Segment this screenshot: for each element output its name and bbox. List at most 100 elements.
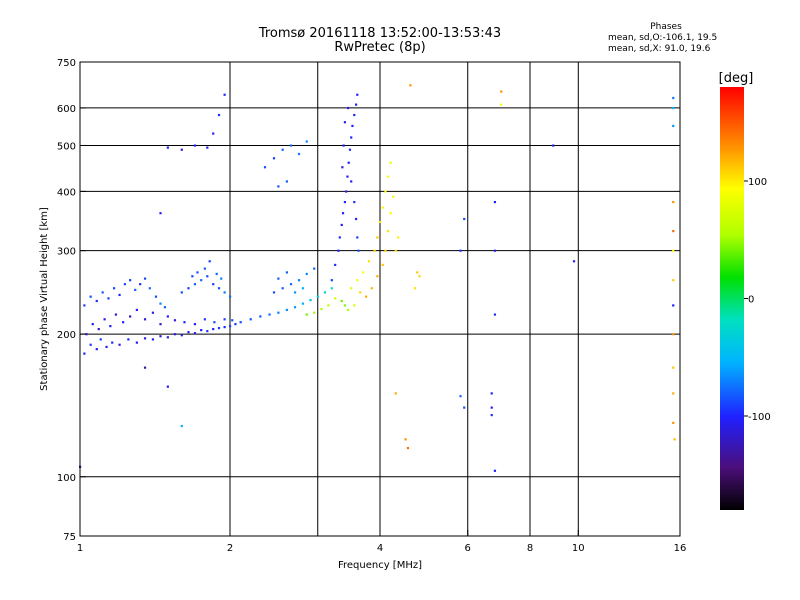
data-point (392, 195, 395, 198)
phase-stats-heading: Phases (650, 22, 682, 32)
data-point (379, 220, 382, 224)
data-point (357, 249, 360, 252)
data-point (350, 136, 353, 139)
data-point (350, 287, 353, 290)
data-point (85, 333, 88, 336)
data-point (109, 325, 112, 328)
data-point (223, 326, 226, 329)
data-point (229, 325, 232, 328)
data-point (122, 321, 125, 324)
data-point (348, 148, 352, 151)
data-point (159, 212, 162, 215)
data-point (459, 395, 462, 398)
data-point (293, 291, 297, 294)
data-point (389, 212, 392, 215)
data-point (220, 277, 223, 280)
data-point (500, 90, 503, 93)
data-point (289, 144, 293, 147)
data-point (386, 175, 390, 178)
data-point (389, 161, 392, 164)
x-tick-label: 16 (674, 543, 687, 554)
data-point (301, 302, 305, 305)
data-point (334, 263, 337, 267)
data-point (101, 291, 104, 294)
data-point (297, 152, 301, 156)
data-point (206, 275, 209, 278)
data-point (200, 329, 203, 332)
data-point (356, 93, 359, 96)
data-point (193, 332, 197, 335)
data-point (151, 338, 155, 341)
data-point (166, 385, 169, 388)
data-point (343, 304, 347, 307)
x-tick-label: 10 (572, 543, 585, 554)
data-point (191, 275, 194, 278)
data-point (342, 144, 345, 147)
data-point (305, 140, 308, 143)
data-point (285, 180, 288, 183)
data-point (343, 121, 347, 124)
data-point (305, 272, 308, 276)
colorbar-tick-label: 100 (748, 177, 767, 188)
data-point (285, 308, 288, 312)
data-point (272, 157, 276, 160)
data-point (277, 311, 280, 314)
data-point (200, 279, 203, 282)
data-point (154, 295, 158, 298)
data-point (223, 318, 226, 321)
data-point (159, 302, 162, 305)
data-point (293, 306, 297, 309)
data-point (107, 297, 110, 300)
data-point (166, 146, 169, 149)
data-point (316, 295, 319, 298)
data-point (309, 299, 312, 302)
data-point (281, 287, 284, 290)
y-tick-label: 600 (57, 104, 76, 115)
data-point (463, 217, 466, 221)
data-point (672, 200, 675, 204)
data-point (418, 275, 421, 278)
data-point (203, 318, 206, 321)
data-point (384, 249, 387, 252)
data-point (406, 447, 410, 450)
data-point (313, 311, 316, 314)
data-point (193, 144, 197, 147)
data-points (79, 84, 676, 472)
data-point (672, 392, 675, 395)
data-point (99, 338, 102, 341)
data-point (159, 335, 162, 338)
data-point (277, 277, 280, 280)
data-point (143, 337, 147, 340)
data-point (354, 217, 358, 221)
data-point (347, 161, 350, 164)
data-point (231, 319, 234, 322)
data-point (672, 366, 675, 369)
data-point (229, 295, 232, 298)
data-point (394, 249, 397, 252)
data-point (83, 304, 86, 307)
data-point (672, 279, 675, 282)
data-point (143, 366, 147, 369)
data-point (277, 185, 280, 188)
data-point (180, 424, 183, 428)
data-point (297, 279, 301, 282)
data-point (223, 93, 226, 96)
data-point (354, 103, 358, 106)
data-point (91, 323, 94, 326)
data-point (362, 271, 365, 274)
data-point (281, 148, 284, 151)
data-point (353, 304, 356, 307)
data-point (337, 249, 340, 252)
data-point (187, 331, 190, 334)
data-point (206, 146, 209, 149)
colorbar (720, 87, 744, 510)
data-point (180, 148, 183, 151)
colorbar-unit: [deg] (719, 71, 754, 86)
data-point (143, 318, 147, 321)
data-point (217, 327, 221, 330)
data-point (353, 200, 356, 204)
data-point (345, 190, 348, 193)
data-point (404, 438, 407, 441)
data-point (193, 283, 197, 286)
